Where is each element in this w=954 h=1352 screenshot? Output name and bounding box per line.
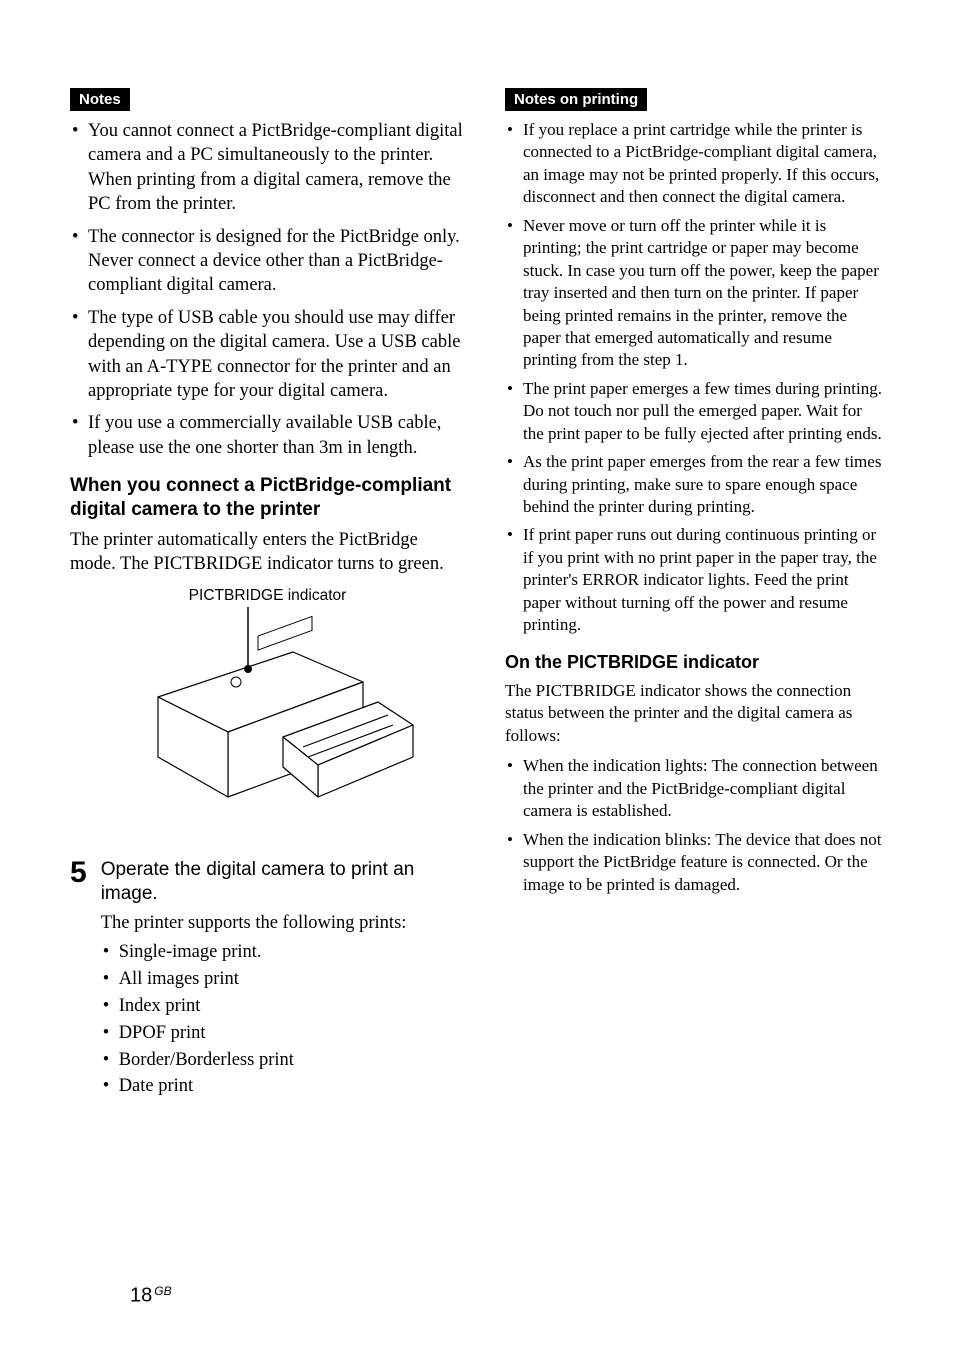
note-item: If you use a commercially available USB …: [70, 411, 465, 460]
indicator-item: When the indication blinks: The device t…: [505, 829, 884, 896]
notes-list-left: You cannot connect a PictBridge-complian…: [70, 119, 465, 460]
print-type-item: All images print: [101, 966, 465, 993]
step-number: 5: [70, 858, 87, 1101]
print-type-item: Index print: [101, 993, 465, 1020]
note-item: You cannot connect a PictBridge-complian…: [70, 119, 465, 217]
body-connect: The printer automatically enters the Pic…: [70, 528, 465, 577]
note-item: The connector is designed for the PictBr…: [70, 225, 465, 298]
heading-connect: When you connect a PictBridge-compliant …: [70, 474, 465, 522]
indicator-list: When the indication lights: The connecti…: [505, 755, 884, 896]
note-item: If you replace a print cartridge while t…: [505, 119, 884, 209]
step-title: Operate the digital camera to print an i…: [101, 858, 465, 907]
left-column: Notes You cannot connect a PictBridge-co…: [70, 88, 465, 1100]
note-item: The print paper emerges a few times duri…: [505, 378, 884, 445]
right-column: Notes on printing If you replace a print…: [505, 88, 884, 1100]
step-intro: The printer supports the following print…: [101, 911, 465, 935]
figure-wrap: PICTBRIDGE indicator: [70, 587, 465, 842]
indicator-item: When the indication lights: The connecti…: [505, 755, 884, 822]
notes-tag: Notes: [70, 88, 130, 111]
notes-on-printing-tag: Notes on printing: [505, 88, 647, 111]
step-body: Operate the digital camera to print an i…: [101, 858, 465, 1101]
figure-caption: PICTBRIDGE indicator: [70, 587, 465, 605]
print-type-item: Single-image print.: [101, 939, 465, 966]
print-type-item: DPOF print: [101, 1020, 465, 1047]
page-region: GB: [154, 1284, 171, 1298]
notes-list-right: If you replace a print cartridge while t…: [505, 119, 884, 637]
step-5: 5 Operate the digital camera to print an…: [70, 858, 465, 1101]
note-item: The type of USB cable you should use may…: [70, 306, 465, 404]
page-number: 18: [130, 1284, 152, 1306]
page-footer: 18GB: [130, 1284, 172, 1307]
heading-indicator: On the PICTBRIDGE indicator: [505, 651, 884, 674]
note-item: If print paper runs out during continuou…: [505, 524, 884, 636]
note-item: As the print paper emerges from the rear…: [505, 451, 884, 518]
print-type-item: Date print: [101, 1073, 465, 1100]
two-column-layout: Notes You cannot connect a PictBridge-co…: [70, 88, 884, 1100]
body-indicator: The PICTBRIDGE indicator shows the conne…: [505, 680, 884, 747]
print-type-item: Border/Borderless print: [101, 1047, 465, 1074]
printer-figure: [118, 607, 418, 837]
step-print-list: Single-image print. All images print Ind…: [101, 939, 465, 1100]
note-item: Never move or turn off the printer while…: [505, 215, 884, 372]
